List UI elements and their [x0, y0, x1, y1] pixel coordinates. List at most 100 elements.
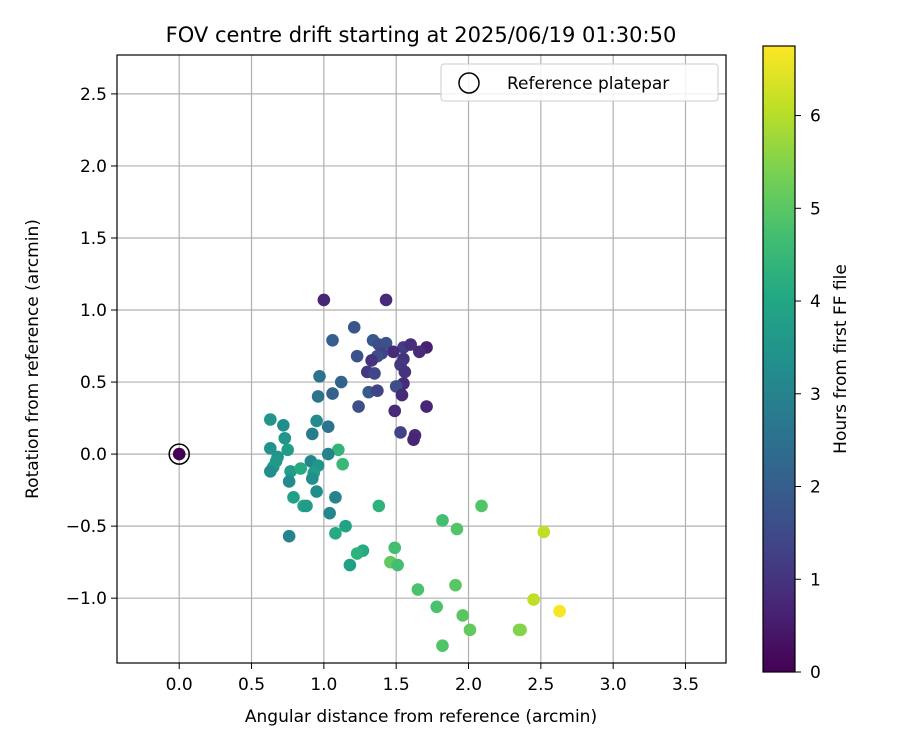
scatter-point [326, 333, 339, 347]
x-tick-label: 2.0 [455, 675, 482, 695]
scatter-point [394, 426, 407, 439]
scatter-point [321, 420, 335, 434]
y-tick-label: 2.5 [80, 85, 107, 105]
scatter-point [300, 499, 313, 513]
x-tick-label: 0.0 [166, 675, 193, 695]
scatter-point [332, 443, 345, 457]
colorbar-tick-label: 1 [810, 570, 821, 590]
scatter-point [450, 522, 464, 536]
scatter-point [347, 321, 361, 334]
scatter-point [323, 506, 336, 520]
colorbar-tick-label: 2 [810, 478, 821, 498]
scatter-point [514, 623, 527, 637]
scatter-point [537, 525, 551, 539]
colorbar-gradient [762, 45, 796, 673]
grid-lines [117, 55, 726, 663]
scatter-point [329, 491, 342, 504]
scatter-points [264, 293, 566, 653]
scatter-point [294, 462, 308, 475]
scatter-point [368, 367, 381, 380]
y-tick-label: 1.5 [80, 229, 107, 249]
plot-frame [116, 54, 727, 664]
scatter-point [449, 578, 462, 592]
scatter-point [264, 442, 277, 455]
scatter-point [305, 472, 319, 485]
scatter-point [310, 414, 323, 428]
scatter-point [336, 457, 349, 471]
scatter-point [553, 604, 566, 618]
scatter-point [282, 475, 296, 488]
scatter-point [420, 400, 433, 413]
legend-marker-reference [458, 72, 480, 94]
colorbar: 0 1 2 3 4 5 6 Hours from first FF file [762, 45, 851, 683]
scatter-point [391, 558, 404, 572]
chart-title: FOV centre drift starting at 2025/06/19 … [166, 23, 677, 47]
scatter-point [264, 465, 277, 478]
x-axis-ticks: 0.0 0.5 1.0 1.5 2.0 2.5 3.0 3.5 [166, 663, 699, 695]
scatter-point [264, 413, 277, 426]
y-tick-label: 1.0 [80, 301, 107, 321]
scatter-point [339, 519, 352, 533]
x-tick-label: 1.0 [310, 675, 337, 695]
scatter-point [463, 623, 477, 637]
scatter-point [404, 338, 417, 351]
scatter-point [313, 369, 326, 383]
scatter-point [278, 431, 292, 445]
scatter-point [282, 529, 296, 543]
scatter-point [352, 400, 365, 413]
y-tick-label: −0.5 [66, 517, 107, 537]
x-tick-label: 3.0 [600, 675, 627, 695]
scatter-point [281, 443, 294, 457]
scatter-point [334, 375, 348, 389]
scatter-point [343, 558, 357, 572]
scatter-point [436, 514, 449, 527]
scatter-point [413, 345, 426, 359]
scatter-point [395, 388, 409, 402]
scatter-point [436, 639, 449, 653]
scatter-point [372, 499, 386, 513]
reference-platepar-ring [168, 443, 190, 465]
scatter-point [365, 354, 378, 367]
colorbar-tick-label: 5 [810, 199, 821, 219]
legend-box [440, 63, 719, 102]
y-tick-label: −1.0 [66, 589, 107, 609]
y-tick-label: 0.0 [80, 445, 107, 465]
colorbar-ticks: 0 1 2 3 4 5 6 [795, 107, 821, 683]
scatter-point [386, 345, 400, 359]
reference-platepar-point [172, 447, 186, 461]
x-axis-label: Angular distance from reference (arcmin) [245, 707, 597, 727]
colorbar-label: Hours from first FF file [831, 264, 851, 454]
scatter-point [321, 447, 335, 461]
scatter-point [329, 527, 342, 540]
scatter-point [305, 427, 319, 441]
scatter-point [398, 365, 412, 379]
scatter-point [388, 404, 402, 418]
x-tick-label: 0.5 [238, 675, 265, 695]
scatter-point [527, 593, 540, 606]
y-tick-label: 0.5 [80, 373, 107, 393]
scatter-point [350, 349, 364, 363]
scatter-point [475, 499, 488, 513]
reference-point-group [168, 443, 190, 465]
scatter-point [350, 547, 364, 560]
scatter-point [411, 583, 425, 596]
legend: Reference platepar [440, 63, 719, 102]
scatter-point [388, 541, 402, 555]
scatter-point [430, 600, 443, 614]
scatter-point [317, 293, 331, 307]
scatter-point [379, 336, 393, 350]
scatter-point [407, 433, 420, 446]
y-tick-label: 2.0 [80, 157, 107, 177]
scatter-point [456, 609, 470, 622]
scatter-point [379, 293, 393, 307]
x-tick-label: 3.5 [672, 675, 699, 695]
y-axis-ticks: −1.0 −0.5 0.0 0.5 1.0 1.5 2.0 2.5 [66, 85, 117, 609]
colorbar-tick-label: 6 [810, 107, 821, 127]
x-tick-label: 1.5 [383, 675, 410, 695]
scatter-point [287, 491, 300, 504]
colorbar-tick-label: 0 [810, 663, 821, 683]
colorbar-tick-label: 3 [810, 385, 821, 405]
colorbar-tick-label: 4 [810, 292, 821, 312]
legend-label-reference: Reference platepar [507, 74, 669, 94]
